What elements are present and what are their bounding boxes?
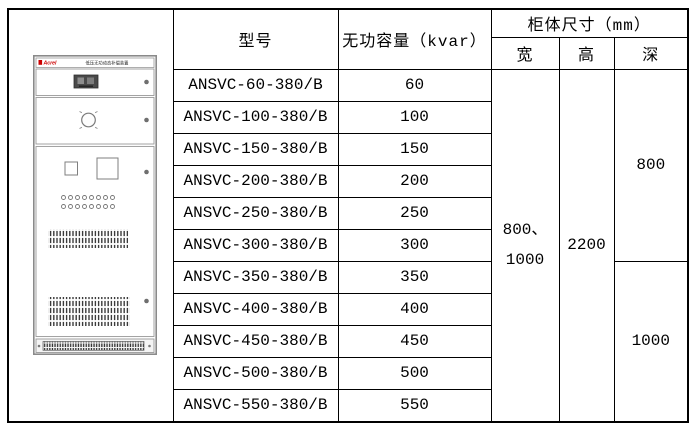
cabinet-image: Acrel 低压无功动态补偿装置 (33, 55, 158, 355)
table-row: ANSVC-250-380/B 250 (8, 196, 688, 230)
table-row: ANSVC-200-380/B 200 (8, 164, 688, 198)
indicator-lights (61, 195, 115, 209)
knob-corner-marks (79, 111, 98, 129)
display-window-right (87, 77, 94, 84)
table-row: ANSVC-400-380/B 400 (8, 292, 688, 326)
capacity-cell: 200 (337, 164, 492, 198)
screw-icon (144, 79, 149, 85)
header-model: 型号 (172, 8, 339, 70)
capacity-cell: 400 (337, 292, 492, 326)
capacity-cell: 550 (337, 388, 492, 423)
header-cabinet-size: 柜体尺寸（mm） (490, 8, 689, 38)
model-cell: ANSVC-300-380/B (172, 228, 339, 262)
model-cell: ANSVC-500-380/B (172, 356, 339, 390)
table-row: ANSVC-300-380/B 300 (8, 228, 688, 262)
table-row: ANSVC-550-380/B 550 (8, 388, 688, 423)
table-row: ANSVC-150-380/B 150 (8, 132, 688, 166)
model-cell: ANSVC-350-380/B (172, 260, 339, 294)
table-row: ANSVC-60-380/B 60 800、 1000 2200 800 (8, 68, 689, 423)
model-cell: ANSVC-60-380/B (172, 68, 339, 102)
header-height: 高 (558, 36, 615, 70)
capacity-cell: 150 (337, 132, 492, 166)
table-row: ANSVC-350-380/B 350 1000 (8, 260, 689, 423)
vent-grille-upper (48, 229, 128, 248)
model-cell: ANSVC-250-380/B (172, 196, 339, 230)
large-window (96, 157, 119, 180)
panel-top (35, 68, 155, 96)
model-cell: ANSVC-400-380/B (172, 292, 339, 326)
capacity-cell: 300 (337, 228, 492, 262)
model-cell: ANSVC-100-380/B (172, 100, 339, 134)
capacity-cell: 250 (337, 196, 492, 230)
logo-band (35, 57, 155, 68)
model-cell: ANSVC-200-380/B (172, 164, 339, 198)
height-value-cell: 2200 (558, 68, 615, 423)
product-image-cell: Acrel 低压无功动态补偿装置 (7, 8, 174, 423)
model-cell: ANSVC-150-380/B (172, 132, 339, 166)
display-window-left (77, 77, 84, 84)
header-width: 宽 (490, 36, 560, 70)
screw-icon (37, 344, 41, 348)
capacity-cell: 450 (337, 324, 492, 358)
capacity-cell: 350 (337, 260, 492, 294)
brand-logo-text: Acrel (43, 61, 58, 67)
screw-icon (144, 117, 149, 123)
screw-icon (148, 344, 151, 348)
width-value-cell: 800、 1000 (490, 68, 560, 423)
acrel-logo-icon (38, 60, 43, 65)
capacity-cell: 500 (337, 356, 492, 390)
model-cell: ANSVC-450-380/B (172, 324, 339, 358)
small-window (64, 161, 78, 176)
table-row: ANSVC-450-380/B 450 (8, 324, 688, 358)
header-depth: 深 (613, 36, 689, 70)
panel-title-text: 低压无功动态补偿装置 (86, 59, 130, 66)
screw-icon (144, 169, 149, 175)
depth-value-cell-bottom: 1000 (613, 260, 689, 423)
header-capacity: 无功容量（kvar） (337, 8, 492, 70)
display-base (79, 85, 93, 87)
vent-grille-lower (48, 297, 130, 326)
model-cell: ANSVC-550-380/B (172, 388, 339, 423)
screw-icon (144, 298, 149, 304)
capacity-cell: 60 (337, 68, 492, 102)
knob-icon (81, 112, 96, 128)
depth-value-cell-top: 800 (613, 68, 689, 262)
table-row: ANSVC-100-380/B 100 (8, 100, 688, 134)
spec-table: Acrel 低压无功动态补偿装置 (7, 8, 689, 423)
base-vent (42, 341, 145, 351)
capacity-cell: 100 (337, 100, 492, 134)
